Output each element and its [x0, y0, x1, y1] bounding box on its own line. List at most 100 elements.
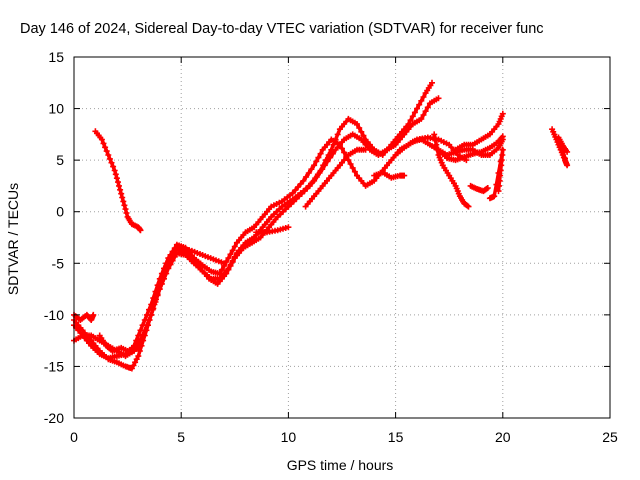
data-point [103, 148, 110, 155]
data-point [227, 251, 234, 258]
data-point [347, 161, 354, 167]
data-point [324, 158, 331, 165]
data-point [435, 95, 442, 102]
series-track-17 [549, 126, 571, 169]
series-trace [72, 135, 468, 360]
data-point [360, 132, 367, 139]
data-point [171, 253, 178, 260]
data-point [329, 150, 336, 157]
data-point [327, 154, 334, 161]
data-point [321, 162, 328, 169]
data-point [141, 327, 148, 334]
data-point [418, 97, 425, 104]
y-tick-label: -15 [44, 358, 64, 374]
data-point [431, 131, 438, 138]
data-point [225, 255, 232, 262]
series-track-15 [486, 146, 506, 202]
grid-lines [74, 57, 610, 418]
data-point [497, 158, 504, 165]
data-point [315, 154, 322, 161]
data-point [169, 257, 176, 264]
data-point [433, 141, 440, 148]
data-point [156, 275, 163, 282]
data-point [334, 131, 341, 138]
data-point [225, 265, 232, 272]
series-track-6 [71, 311, 97, 323]
data-point [117, 186, 124, 193]
data-point [110, 163, 117, 170]
data-point [418, 115, 425, 122]
data-point [407, 117, 414, 124]
data-point [401, 172, 408, 179]
data-point [362, 146, 369, 153]
data-point [303, 173, 310, 180]
data-point [429, 79, 435, 86]
series-track-4 [178, 244, 228, 267]
data-point [146, 306, 152, 313]
data-point [495, 170, 502, 176]
data-point [496, 177, 503, 184]
series-track-7 [96, 327, 148, 355]
axes: 0 5 10 15 20 25 -20 -15 -10 -5 0 5 10 15 [44, 49, 618, 445]
x-tick-label: 25 [602, 429, 618, 445]
x-tick-label: 10 [281, 429, 297, 445]
data-point [564, 162, 571, 169]
data-point [136, 348, 143, 354]
data-point [163, 260, 170, 267]
data-point [562, 155, 568, 162]
data-point [167, 251, 174, 258]
series-track-9 [302, 146, 369, 210]
series-track-13 [467, 182, 491, 195]
x-tick-label: 5 [177, 429, 185, 445]
data-point [119, 194, 126, 201]
data-point [465, 203, 472, 210]
data-point [141, 317, 148, 323]
data-point [416, 101, 423, 108]
data-point [158, 270, 165, 277]
data-point [499, 110, 506, 117]
data-point [123, 210, 130, 216]
chart-title: Day 146 of 2024, Sidereal Day-to-day VTE… [20, 21, 544, 37]
data-point [135, 353, 142, 360]
data-point [132, 359, 139, 366]
data-point [136, 340, 143, 347]
data-point [161, 265, 167, 272]
data-point [218, 266, 225, 273]
data-point [317, 150, 324, 157]
data-point [130, 362, 137, 369]
data-point [122, 206, 129, 213]
data-point [297, 180, 304, 187]
y-tick-label: 15 [48, 49, 64, 65]
data-point [150, 295, 157, 302]
plot-frame [73, 56, 611, 419]
series-track-12 [435, 133, 506, 164]
data-point [105, 152, 112, 158]
data-point [229, 247, 236, 254]
data-point [336, 141, 343, 148]
data-point [121, 202, 128, 209]
data-point [486, 195, 493, 202]
data-point [351, 168, 358, 175]
series-track-14 [452, 110, 506, 153]
data-point [409, 113, 416, 120]
data-point [231, 243, 238, 250]
data-point [411, 109, 418, 116]
data-point [120, 198, 127, 205]
data-point [305, 170, 312, 176]
data-point [422, 108, 429, 115]
data-point [339, 145, 345, 152]
data-point [231, 253, 238, 260]
data-point [98, 136, 105, 143]
data-points [71, 79, 571, 372]
data-point [138, 336, 145, 343]
data-point [137, 227, 144, 234]
data-point [229, 257, 236, 264]
y-tick-label: 10 [48, 101, 64, 117]
data-point [113, 175, 120, 182]
series-track-5 [92, 128, 144, 234]
data-point [311, 162, 318, 169]
y-tick-label: 0 [56, 204, 64, 220]
data-point [300, 177, 307, 184]
y-tick-label: -10 [44, 307, 64, 323]
